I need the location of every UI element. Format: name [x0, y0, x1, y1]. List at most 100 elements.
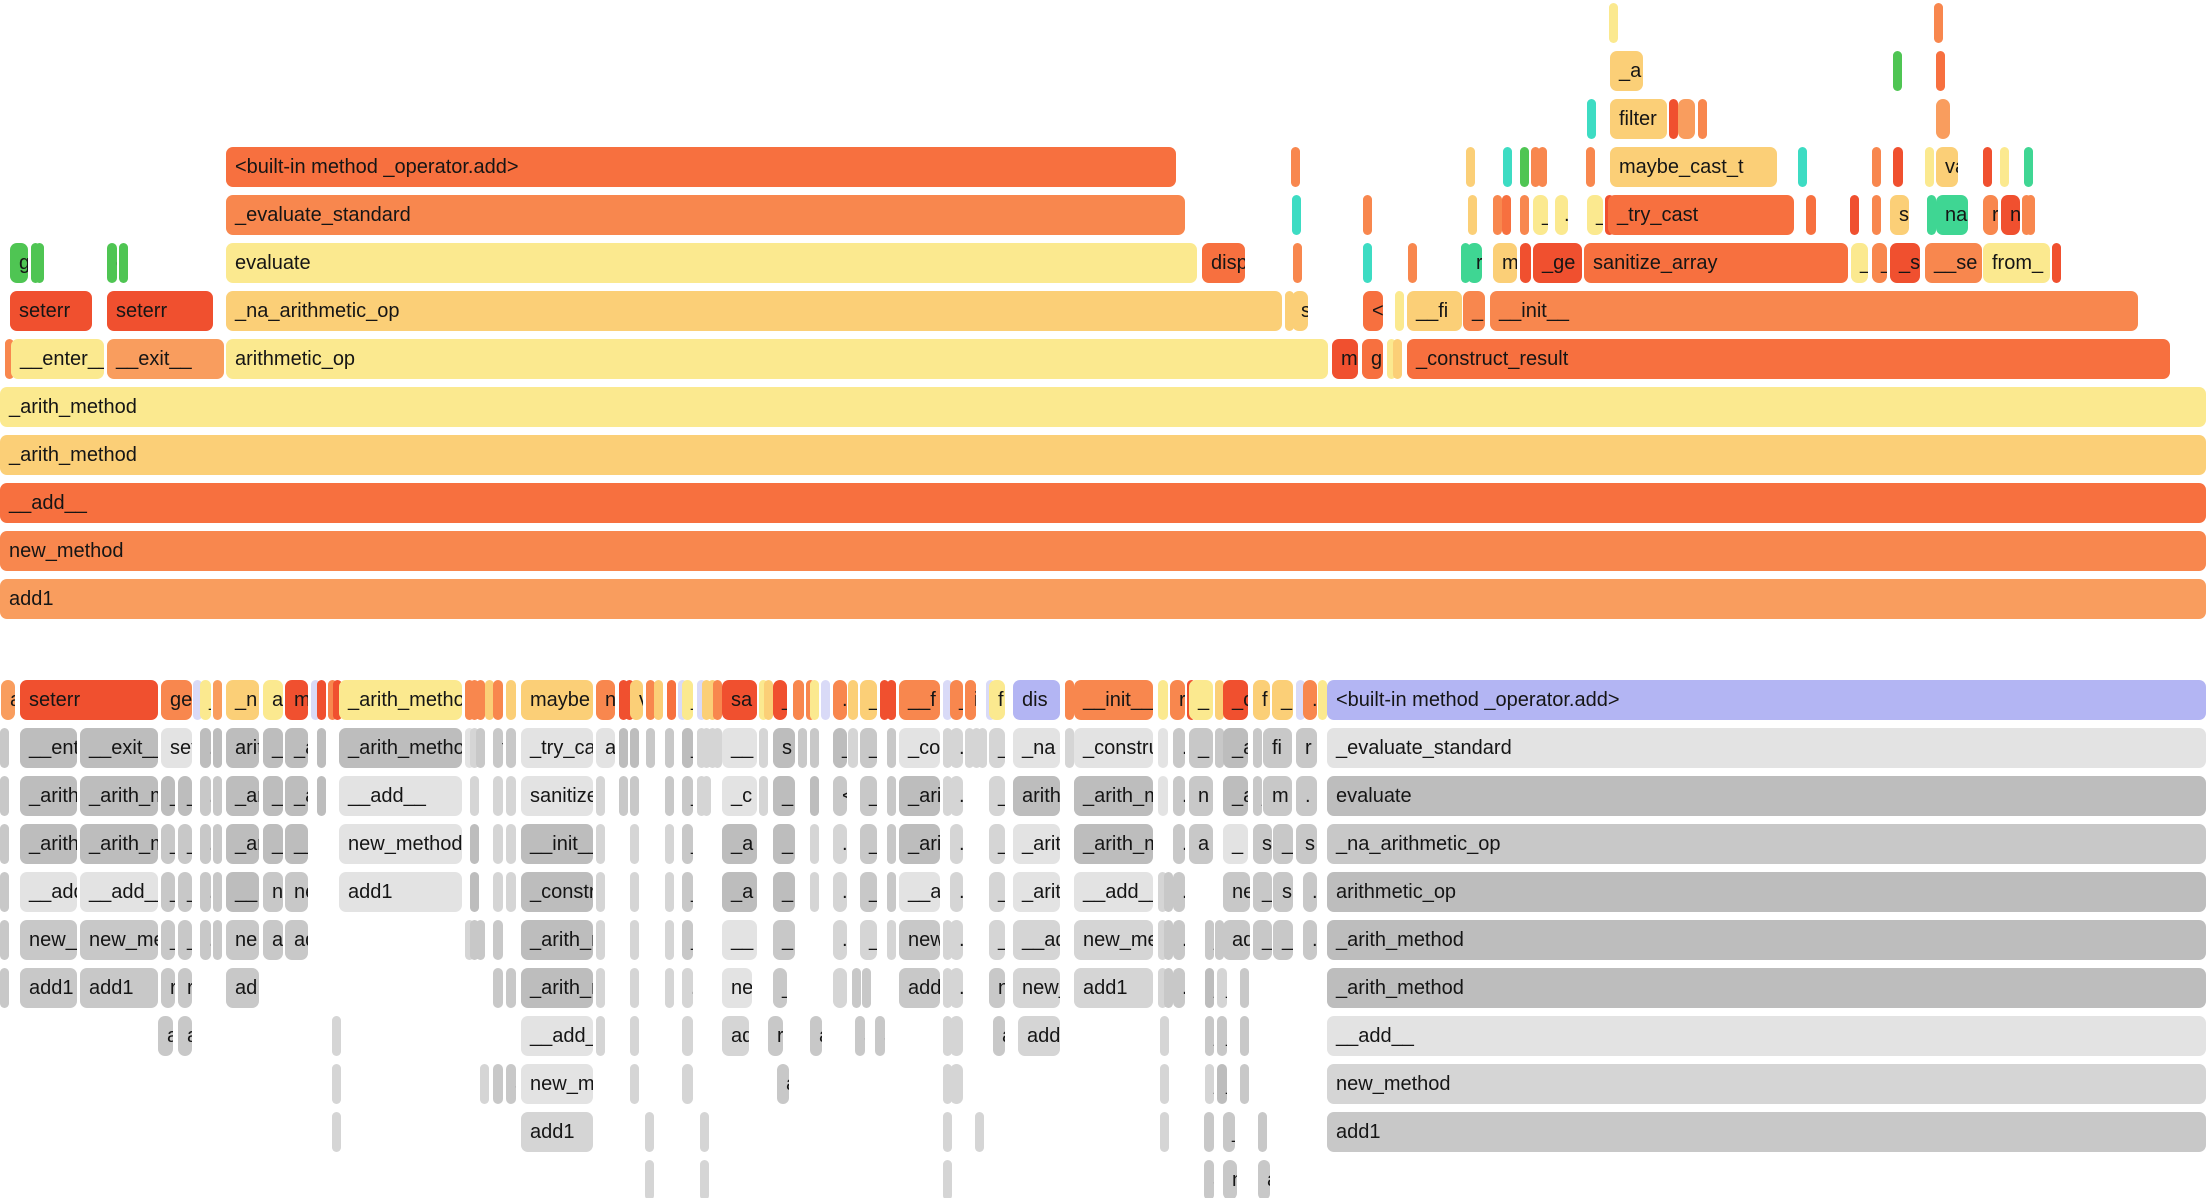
flame-bar[interactable]: _: [989, 872, 1005, 912]
flame-bar[interactable]: [619, 680, 628, 720]
flame-bar[interactable]: _na_arithmetic_op: [1327, 824, 2206, 864]
flame-bar[interactable]: _arith_method: [0, 387, 2206, 427]
flame-bar[interactable]: ne: [722, 968, 752, 1008]
flame-bar[interactable]: new_method: [20, 920, 77, 960]
flame-bar[interactable]: _a: [1223, 776, 1248, 816]
flame-bar[interactable]: [1318, 680, 1327, 720]
flame-bar[interactable]: a: [1, 680, 15, 720]
flame-bar[interactable]: s: [1253, 824, 1272, 864]
flame-bar[interactable]: [1934, 3, 1943, 43]
flame-bar[interactable]: .: [213, 776, 222, 816]
flame-bar[interactable]: _: [1205, 1016, 1214, 1056]
flame-bar[interactable]: add1: [1018, 1016, 1060, 1056]
flame-bar[interactable]: dis: [1013, 680, 1060, 720]
flame-bar[interactable]: [943, 776, 952, 816]
flame-bar[interactable]: a: [213, 920, 222, 960]
flame-bar[interactable]: [2026, 195, 2035, 235]
flame-bar[interactable]: .: [200, 920, 211, 960]
flame-bar[interactable]: .: [665, 728, 674, 768]
flame-bar[interactable]: [1936, 51, 1945, 91]
flame-bar[interactable]: .: [1240, 968, 1249, 1008]
flame-bar[interactable]: [1520, 147, 1529, 187]
flame-bar[interactable]: v: [630, 680, 643, 720]
flame-bar[interactable]: [1065, 728, 1074, 768]
flame-bar[interactable]: _arith_method: [1013, 872, 1060, 912]
flame-bar[interactable]: [943, 728, 952, 768]
flame-bar[interactable]: ad: [1223, 920, 1250, 960]
flame-bar[interactable]: [950, 1016, 963, 1056]
flame-bar[interactable]: [0, 920, 9, 960]
flame-bar[interactable]: [1065, 680, 1074, 720]
flame-bar[interactable]: _co: [899, 728, 940, 768]
flame-bar[interactable]: .: [887, 920, 896, 960]
flame-bar[interactable]: [311, 680, 320, 720]
flame-bar[interactable]: [764, 680, 773, 720]
flame-bar[interactable]: f: [989, 680, 1005, 720]
flame-bar[interactable]: _: [1217, 1016, 1227, 1056]
flame-bar[interactable]: [2000, 147, 2009, 187]
flame-bar[interactable]: _: [161, 824, 175, 864]
flame-bar[interactable]: [646, 728, 655, 768]
flame-bar[interactable]: [1158, 968, 1167, 1008]
flame-bar[interactable]: .: [848, 680, 858, 720]
flame-bar[interactable]: [1468, 195, 1477, 235]
flame-bar[interactable]: _n: [226, 680, 259, 720]
flame-bar[interactable]: _arith_method: [80, 776, 158, 816]
flame-bar[interactable]: _arith_method: [521, 920, 593, 960]
flame-bar[interactable]: n: [1253, 728, 1262, 768]
flame-bar[interactable]: a: [1204, 1160, 1214, 1198]
flame-bar[interactable]: .: [200, 776, 211, 816]
flame-bar[interactable]: n: [596, 680, 615, 720]
flame-bar[interactable]: [619, 728, 628, 768]
flame-bar[interactable]: r: [493, 680, 503, 720]
flame-bar[interactable]: .: [1303, 872, 1317, 912]
flame-bar[interactable]: [596, 872, 605, 912]
flame-bar[interactable]: _: [682, 920, 693, 960]
flame-bar[interactable]: [697, 680, 706, 720]
flame-bar[interactable]: _: [860, 728, 877, 768]
flame-bar[interactable]: _: [1189, 728, 1213, 768]
flame-bar[interactable]: .: [630, 824, 639, 864]
flame-bar[interactable]: f: [1253, 680, 1270, 720]
flame-bar[interactable]: _: [161, 872, 175, 912]
flame-bar[interactable]: n: [989, 968, 1005, 1008]
flame-bar[interactable]: n: [1204, 1112, 1214, 1152]
flame-bar[interactable]: [485, 680, 494, 720]
flame-bar[interactable]: new_method: [1013, 968, 1060, 1008]
flame-bar[interactable]: _: [950, 680, 963, 720]
flame-bar[interactable]: c: [810, 680, 819, 720]
flame-bar[interactable]: [1520, 195, 1529, 235]
flame-bar[interactable]: _: [263, 824, 283, 864]
flame-bar[interactable]: new_method: [521, 1064, 593, 1104]
flame-bar[interactable]: [943, 1112, 952, 1152]
flame-bar[interactable]: ad: [722, 1016, 749, 1056]
flame-bar[interactable]: .: [665, 776, 674, 816]
flame-bar[interactable]: .: [470, 824, 479, 864]
flame-bar[interactable]: _: [1205, 1064, 1214, 1104]
flame-bar[interactable]: .: [1303, 920, 1317, 960]
flame-bar[interactable]: [630, 1016, 639, 1056]
flame-bar[interactable]: ad: [226, 968, 259, 1008]
flame-bar[interactable]: _: [1223, 1112, 1235, 1152]
flame-bar[interactable]: seterr: [161, 728, 192, 768]
flame-bar[interactable]: [1387, 339, 1396, 379]
flame-bar[interactable]: _: [1253, 872, 1272, 912]
flame-bar[interactable]: [1160, 1016, 1169, 1056]
flame-bar[interactable]: [1363, 195, 1372, 235]
flame-bar[interactable]: f: [493, 728, 503, 768]
flame-bar[interactable]: [1531, 147, 1540, 187]
flame-bar[interactable]: s: [773, 728, 795, 768]
flame-bar[interactable]: .: [833, 872, 847, 912]
flame-bar[interactable]: [476, 920, 485, 960]
flame-bar[interactable]: .: [1303, 680, 1317, 720]
flame-bar[interactable]: [1893, 51, 1902, 91]
flame-bar[interactable]: __add__: [1074, 872, 1153, 912]
flame-bar[interactable]: .: [200, 824, 211, 864]
flame-bar[interactable]: a: [875, 1016, 885, 1056]
flame-bar[interactable]: [759, 776, 768, 816]
flame-bar[interactable]: _: [773, 968, 787, 1008]
flame-bar[interactable]: .: [506, 680, 516, 720]
flame-bar[interactable]: [1936, 99, 1950, 139]
flame-bar[interactable]: r: [317, 728, 326, 768]
flame-bar[interactable]: _a: [722, 824, 757, 864]
